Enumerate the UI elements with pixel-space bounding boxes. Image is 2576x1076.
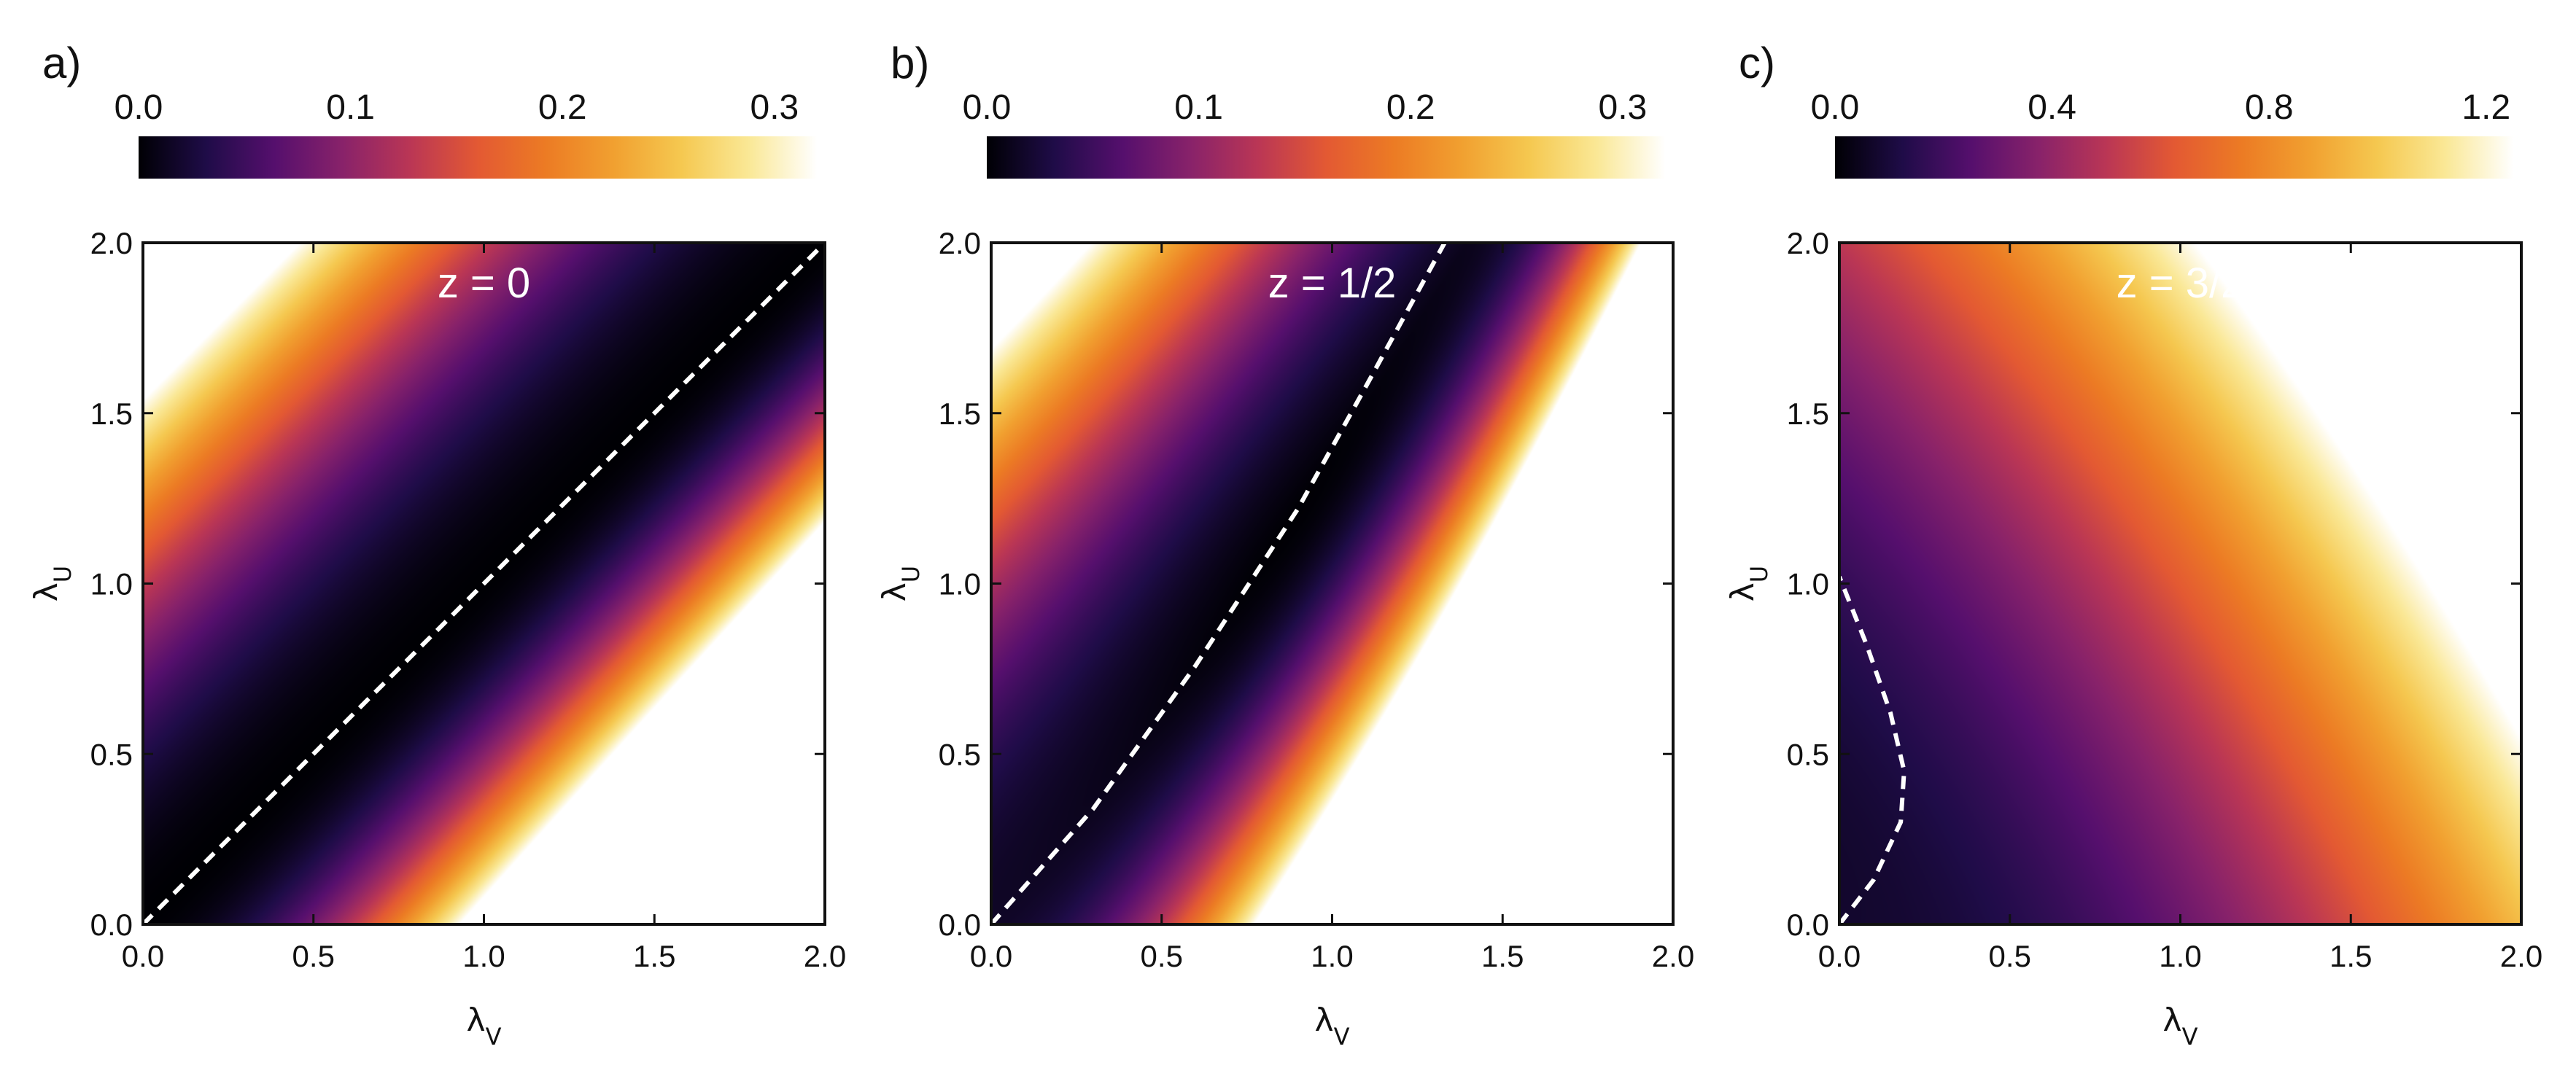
dashed-curve (1837, 576, 1906, 926)
heatmap-panel-3: c) z = 3/2 0.0 0.5 1.0 1.5 2.0 0.0 0.5 1.0 1.5 2.0 λ… (1696, 0, 2555, 1076)
y-axis-label-subscript: U (897, 566, 925, 582)
colorbar (987, 136, 1665, 179)
x-tick-label: 0.5 (1989, 939, 2031, 973)
panel-label: b) (891, 39, 930, 87)
x-axis-label-subscript: V (2182, 1023, 2198, 1050)
z-annotation: z = 1/2 (1268, 260, 1397, 307)
y-tick-label: 0.0 (1787, 908, 1829, 942)
x-tick-label: 1.0 (1311, 939, 1353, 973)
x-axis-label-subscript: V (1334, 1023, 1350, 1050)
x-tick-label: 2.0 (1652, 939, 1694, 973)
x-axis-label: λV (467, 1002, 502, 1050)
plot-frame (1838, 241, 2523, 926)
y-tick-label: 1.0 (1787, 567, 1829, 601)
y-axis-label: λU (28, 566, 77, 601)
x-tick-label: 1.0 (462, 939, 505, 973)
y-tick-label: 1.5 (939, 397, 981, 431)
y-tick-label: 2.0 (939, 226, 981, 260)
y-axis-label: λU (1724, 566, 1773, 601)
x-tick-label: 1.5 (633, 939, 675, 973)
colorbar-tick-label: 0.3 (750, 88, 799, 127)
x-tick-label: 2.0 (804, 939, 846, 973)
colorbar-tick-label: 0.8 (2245, 88, 2294, 127)
colorbar-tick-label: 0.1 (326, 88, 375, 127)
x-tick-label: 1.5 (2329, 939, 2372, 973)
x-tick-label: 0.5 (292, 939, 335, 973)
y-tick-label: 0.0 (90, 908, 133, 942)
x-tick-label: 0.0 (970, 939, 1012, 973)
y-tick-label: 0.5 (1787, 737, 1829, 771)
plot-overlay: 0.0 0.5 1.0 1.5 2.0 0.0 0.5 1.0 1.5 2.0 λV λU 0.0 0.4… (1724, 88, 2542, 1050)
z-annotation: z = 3/2 (2116, 260, 2245, 307)
colorbar-tick-label: 1.2 (2461, 88, 2510, 127)
y-axis-label: λU (876, 566, 925, 601)
plot-overlay: 0.0 0.5 1.0 1.5 2.0 0.0 0.5 1.0 1.5 2.0 λV λU 0.0 0.1… (28, 88, 846, 1050)
colorbar-tick-label: 0.0 (115, 88, 163, 127)
dashed-curve (989, 241, 1447, 926)
colorbar-tick-label: 0.3 (1599, 88, 1648, 127)
colorbar-tick-label: 0.1 (1174, 88, 1223, 127)
y-tick-label: 0.5 (90, 737, 133, 771)
x-tick-label: 0.0 (122, 939, 164, 973)
colorbar (139, 136, 817, 179)
y-tick-label: 1.0 (939, 567, 981, 601)
y-tick-label: 0.0 (939, 908, 981, 942)
x-axis-label: λV (2163, 1002, 2198, 1050)
x-tick-label: 2.0 (2500, 939, 2542, 973)
x-tick-label: 0.5 (1141, 939, 1183, 973)
y-tick-label: 2.0 (90, 226, 133, 260)
y-tick-label: 1.0 (90, 567, 133, 601)
colorbar-tick-label: 0.2 (1386, 88, 1435, 127)
y-tick-label: 0.5 (939, 737, 981, 771)
x-tick-label: 1.0 (2159, 939, 2201, 973)
panel-label: c) (1739, 39, 1775, 87)
colorbar-tick-label: 0.2 (538, 88, 587, 127)
y-axis-label-subscript: U (49, 566, 77, 582)
y-tick-label: 1.5 (90, 397, 133, 431)
y-tick-label: 2.0 (1787, 226, 1829, 260)
x-axis-label-subscript: V (486, 1023, 502, 1050)
heatmap-image (991, 243, 1673, 924)
x-tick-label: 1.5 (1481, 939, 1524, 973)
heatmap-image (1839, 243, 2521, 924)
plot-overlay: 0.0 0.5 1.0 1.5 2.0 0.0 0.5 1.0 1.5 2.0 λV λU 0.0 0.1… (876, 88, 1694, 1050)
x-tick-label: 0.0 (1818, 939, 1861, 973)
z-annotation: z = 0 (437, 260, 531, 307)
y-tick-label: 1.5 (1787, 397, 1829, 431)
colorbar-tick-label: 0.0 (963, 88, 1012, 127)
colorbar-tick-label: 0.0 (1811, 88, 1860, 127)
colorbar-tick-label: 0.4 (2028, 88, 2076, 127)
plot-frame (990, 241, 1675, 926)
x-axis-label: λV (1315, 1002, 1350, 1050)
y-axis-label-subscript: U (1745, 566, 1773, 582)
colorbar (1835, 136, 2513, 179)
heatmap-panel-2: b) z = 1/2 0.0 0.5 1.0 1.5 2.0 0.0 0.5 1.0 1.5 2.0 λ… (848, 0, 1707, 1076)
dashed-curve (141, 241, 827, 927)
panel-label: a) (42, 39, 82, 87)
heatmap-panel-1: a) z = 0 0.0 0.5 1.0 1.5 2.0 0.0 0.5 1.0 1.5 2.0 λV λ… (0, 0, 858, 1076)
